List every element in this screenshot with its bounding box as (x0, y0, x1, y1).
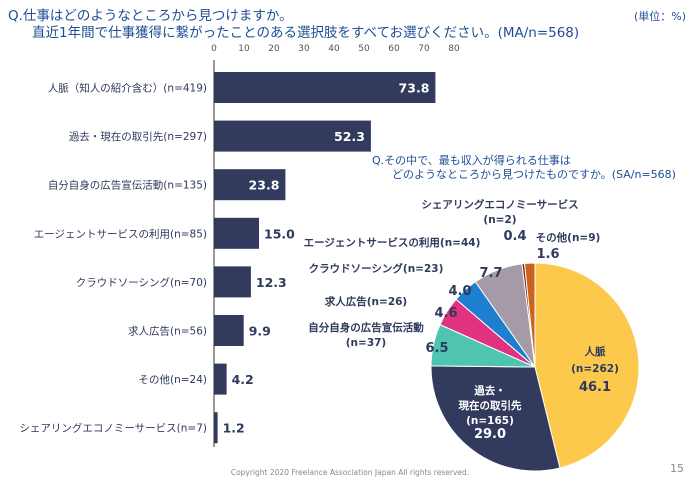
slice-name: その他(n=9) (536, 231, 601, 244)
pie-question-line-2: どのようなところから見つけたものですか。(SA/n=568) (392, 168, 676, 181)
slice-value: 0.4 (503, 229, 526, 244)
x-tick-label: 70 (418, 44, 430, 54)
slice-name: 自分自身の広告宣伝活動 (308, 321, 424, 334)
slice-name: 現在の取引先 (459, 399, 522, 412)
slice-value: 6.5 (425, 341, 448, 356)
question-text: Q.仕事はどのようなところから見つけますか。 直近1年間で仕事獲得に繋がったこと… (8, 8, 579, 42)
bar (214, 120, 371, 152)
category-label: 人脈（知人の紹介含む）(n=419) (48, 82, 207, 95)
x-tick-label: 80 (448, 44, 460, 54)
bar (214, 217, 259, 249)
unit-label: (単位：%) (633, 10, 686, 23)
x-tick-label: 20 (268, 44, 280, 54)
pie-slice (430, 365, 561, 472)
slice-value: 4.0 (448, 284, 471, 299)
bar (214, 266, 251, 298)
slice-name: エージェントサービスの利用(n=44) (304, 236, 481, 249)
slice-value: 4.6 (434, 306, 457, 321)
slice-name: シェアリングエコノミーサービス (421, 198, 578, 211)
category-label: 求人広告(n=56) (128, 325, 207, 338)
category-label: シェアリングエコノミーサービス(n=7) (19, 422, 207, 435)
slice-name: 過去・ (473, 384, 506, 397)
bar (214, 315, 244, 346)
slice-value: 29.0 (474, 427, 506, 442)
x-tick-label: 50 (358, 44, 370, 54)
pie-question: Q.その中で、最も収入が得られる仕事は どのようなところから見つけたものですか。… (372, 154, 676, 182)
slice-n: (n=37) (346, 337, 386, 349)
category-label: クラウドソーシング(n=70) (76, 276, 207, 289)
value-label: 23.8 (249, 178, 280, 193)
value-label: 9.9 (249, 324, 271, 339)
value-label: 4.2 (232, 372, 254, 387)
question-line-1: Q.仕事はどのようなところから見つけますか。 (8, 8, 293, 24)
category-label: 過去・現在の取引先(n=297) (69, 130, 207, 143)
bar (214, 363, 227, 395)
category-label: エージェントサービスの利用(n=85) (34, 228, 207, 240)
category-label: その他(n=24) (138, 373, 207, 386)
value-label: 52.3 (334, 129, 365, 144)
x-tick-label: 0 (211, 44, 217, 54)
bar (214, 412, 218, 444)
pie-question-line-1: Q.その中で、最も収入が得られる仕事は (372, 154, 571, 167)
pie-slice (534, 262, 640, 469)
x-tick-label: 10 (238, 44, 250, 54)
slice-name: クラウドソーシング(n=23) (309, 262, 444, 275)
slice-value: 7.7 (479, 266, 502, 281)
slice-value: 46.1 (579, 380, 611, 395)
question-line-2: 直近1年間で仕事獲得に繋がったことのある選択肢をすべてお選びください。(MA/n… (32, 25, 580, 41)
copyright: Copyright 2020 Freelance Association Jap… (230, 468, 470, 477)
x-tick-label: 40 (328, 44, 340, 54)
slice-name: 求人広告(n=26) (325, 295, 407, 308)
x-tick-label: 60 (388, 44, 400, 54)
slice-n: (n=262) (571, 363, 619, 375)
value-label: 12.3 (256, 275, 287, 290)
bar (214, 169, 286, 201)
category-label: 自分自身の広告宣伝活動(n=135) (48, 179, 207, 192)
value-label: 1.2 (223, 421, 245, 436)
pie-slice (524, 262, 536, 368)
slice-name: 人脈 (585, 345, 606, 358)
bar (214, 72, 436, 103)
x-tick-label: 30 (298, 44, 310, 54)
value-label: 15.0 (264, 226, 295, 241)
slice-value: 1.6 (536, 247, 559, 262)
value-label: 73.8 (399, 81, 430, 96)
slice-n: (n=165) (466, 415, 514, 427)
slice-n: (n=2) (483, 214, 516, 226)
page-number: 15 (670, 462, 684, 475)
